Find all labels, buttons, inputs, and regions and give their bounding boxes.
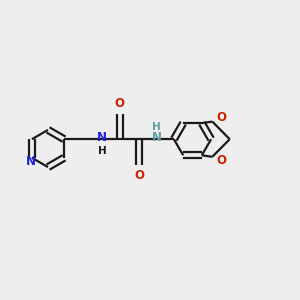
Text: N: N xyxy=(26,155,35,168)
Text: O: O xyxy=(134,169,144,182)
Text: H: H xyxy=(98,146,106,156)
Text: O: O xyxy=(115,97,124,110)
Text: H: H xyxy=(152,122,161,132)
Text: N: N xyxy=(152,131,161,144)
Text: O: O xyxy=(216,154,226,167)
Text: O: O xyxy=(216,112,226,124)
Text: N: N xyxy=(97,131,107,144)
